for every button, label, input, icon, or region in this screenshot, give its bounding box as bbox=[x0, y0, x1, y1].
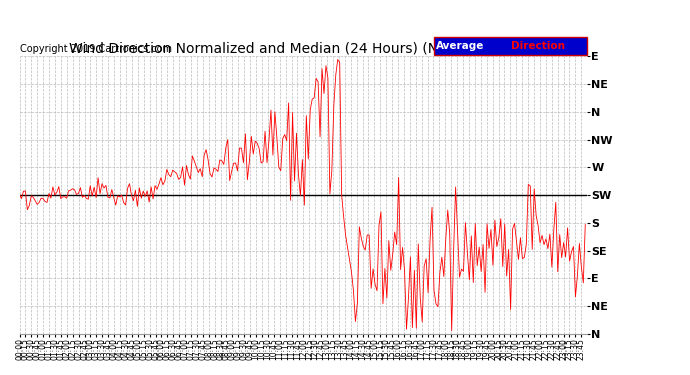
Text: Direction: Direction bbox=[511, 41, 564, 51]
FancyBboxPatch shape bbox=[434, 37, 587, 55]
Text: Average: Average bbox=[435, 41, 484, 51]
Title: Wind Direction Normalized and Median (24 Hours) (New) 20190515: Wind Direction Normalized and Median (24… bbox=[69, 41, 538, 55]
Text: Copyright 2019 Cartronics.com: Copyright 2019 Cartronics.com bbox=[20, 44, 172, 54]
